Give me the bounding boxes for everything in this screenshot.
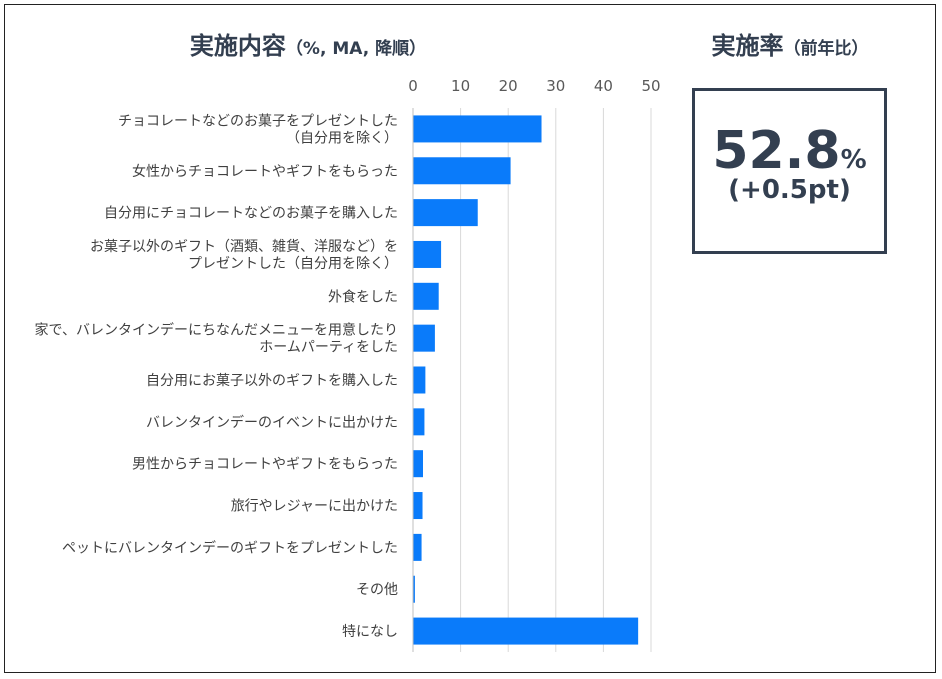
category-label: ペットにバレンタインデーのギフトをプレゼントした — [62, 539, 398, 556]
category-label: 女性からチョコレートやギフトをもらった — [132, 163, 398, 180]
bar — [413, 575, 415, 603]
x-tick-label: 10 — [451, 77, 470, 95]
x-tick-label: 40 — [594, 77, 613, 95]
bar — [413, 157, 511, 185]
x-tick-label: 0 — [408, 77, 418, 95]
rate-title-main: 実施率 — [711, 32, 784, 60]
rate-title: 実施率（前年比） — [660, 26, 920, 61]
x-tick-label: 50 — [641, 77, 660, 95]
chart-title-sub: （%, MA, 降順） — [285, 39, 427, 59]
category-label: 外食をした — [328, 288, 398, 305]
category-label: 自分用にチョコレートなどのお菓子を購入した — [104, 206, 398, 222]
rate-value-line: 52.8% — [695, 121, 884, 181]
bar — [413, 240, 442, 268]
category-label: 旅行やレジャーに出かけた — [231, 499, 398, 515]
bar — [413, 450, 423, 478]
category-label: 特になし — [342, 624, 398, 640]
category-label: 男性からチョコレートやギフトをもらった — [132, 457, 398, 473]
x-tick-label: 20 — [499, 77, 518, 95]
category-label: 自分用にお菓子以外のギフトを購入した — [146, 373, 398, 389]
bar — [413, 282, 439, 310]
category-labels: チョコレートなどのお菓子をプレゼントした（自分用を除く） 女性からチョコレートやギ… — [35, 113, 398, 640]
bar — [413, 408, 425, 436]
bar — [413, 324, 435, 352]
rate-box: 52.8% (+0.5pt) — [692, 88, 887, 254]
x-axis-ticks: 0 10 20 30 40 50 — [408, 77, 660, 95]
bar — [413, 366, 426, 394]
chart-title: 実施内容（%, MA, 降順） — [0, 26, 616, 61]
category-label: チョコレートなどのお菓子をプレゼントした（自分用を除く） — [118, 113, 398, 146]
chart-title-main: 実施内容 — [189, 32, 286, 60]
bar — [413, 492, 423, 520]
bars — [413, 115, 639, 645]
x-tick-label: 30 — [546, 77, 565, 95]
category-label: お菓子以外のギフト（酒類、雑貨、洋服など）をプレゼントした（自分用を除く） — [90, 238, 398, 272]
bar — [413, 199, 478, 227]
category-label: 家で、バレンタインデーにちなんだメニューを用意したりホームパーティをした — [35, 322, 398, 356]
grid-lines — [460, 108, 652, 652]
rate-unit: % — [840, 145, 867, 175]
rate-change: (+0.5pt) — [728, 175, 851, 205]
bar — [413, 533, 422, 561]
rate-value: 52.8 — [712, 121, 841, 181]
bar — [413, 617, 639, 645]
bar — [413, 115, 542, 143]
category-label: その他 — [356, 582, 398, 598]
rate-title-sub: （前年比） — [783, 39, 869, 59]
category-label: バレンタインデーのイベントに出かけた — [146, 414, 398, 431]
